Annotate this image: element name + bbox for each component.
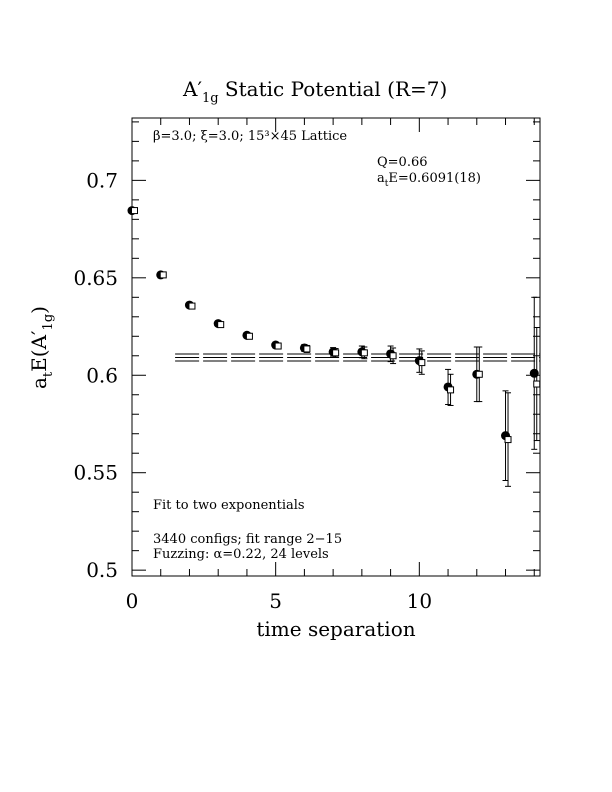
fit-annotation: Fit to two exponentials [153, 498, 305, 513]
configs-annotation: 3440 configs; fit range 2−15 [153, 532, 342, 547]
axis-tick-labels: 0 5 10 0.5 0.55 0.6 0.65 0.7 [73, 168, 432, 613]
fuzzing-annotation: Fuzzing: α=0.22, 24 levels [153, 547, 329, 562]
y-tick-label: 0.65 [73, 266, 118, 290]
data-point-square [274, 342, 282, 350]
data-point-square [245, 332, 253, 340]
data-point-square [360, 349, 368, 357]
y-tick-label: 0.7 [86, 168, 118, 192]
y-tick-label: 0.6 [86, 363, 118, 387]
x-tick-label: 5 [269, 589, 282, 613]
energy-annotation: atE=0.6091(18) [377, 171, 481, 189]
plot-frame [131, 117, 541, 577]
fit-band [175, 353, 540, 362]
data-point-square [131, 207, 138, 215]
data-point-circle [529, 368, 539, 378]
q-annotation: Q=0.66 [377, 155, 428, 170]
data-point-square [159, 271, 167, 279]
lattice-annotation: β=3.0; ξ=3.0; 15³×45 Lattice [153, 129, 347, 144]
y-axis-label: atE(A′1g) [27, 306, 56, 389]
data-point-square [188, 302, 196, 310]
data-point-square [418, 359, 426, 367]
data-point-square [217, 321, 225, 329]
axis-ticks [131, 118, 540, 576]
data-point-square [504, 436, 512, 444]
data-point-square [475, 370, 483, 378]
y-tick-label: 0.5 [86, 558, 118, 582]
data-point-square [389, 352, 397, 360]
data-point-square [303, 345, 311, 353]
x-tick-label: 0 [126, 589, 139, 613]
x-axis-label: time separation [256, 617, 415, 641]
error-bars [243, 296, 540, 487]
data-point-square [533, 380, 541, 388]
x-tick-label: 10 [407, 589, 432, 613]
data-point-square [332, 349, 340, 357]
y-tick-label: 0.55 [73, 461, 118, 485]
chart-title: A′1g Static Potential (R=7) [182, 77, 447, 106]
data-markers [127, 206, 541, 444]
data-point-square [447, 386, 455, 394]
